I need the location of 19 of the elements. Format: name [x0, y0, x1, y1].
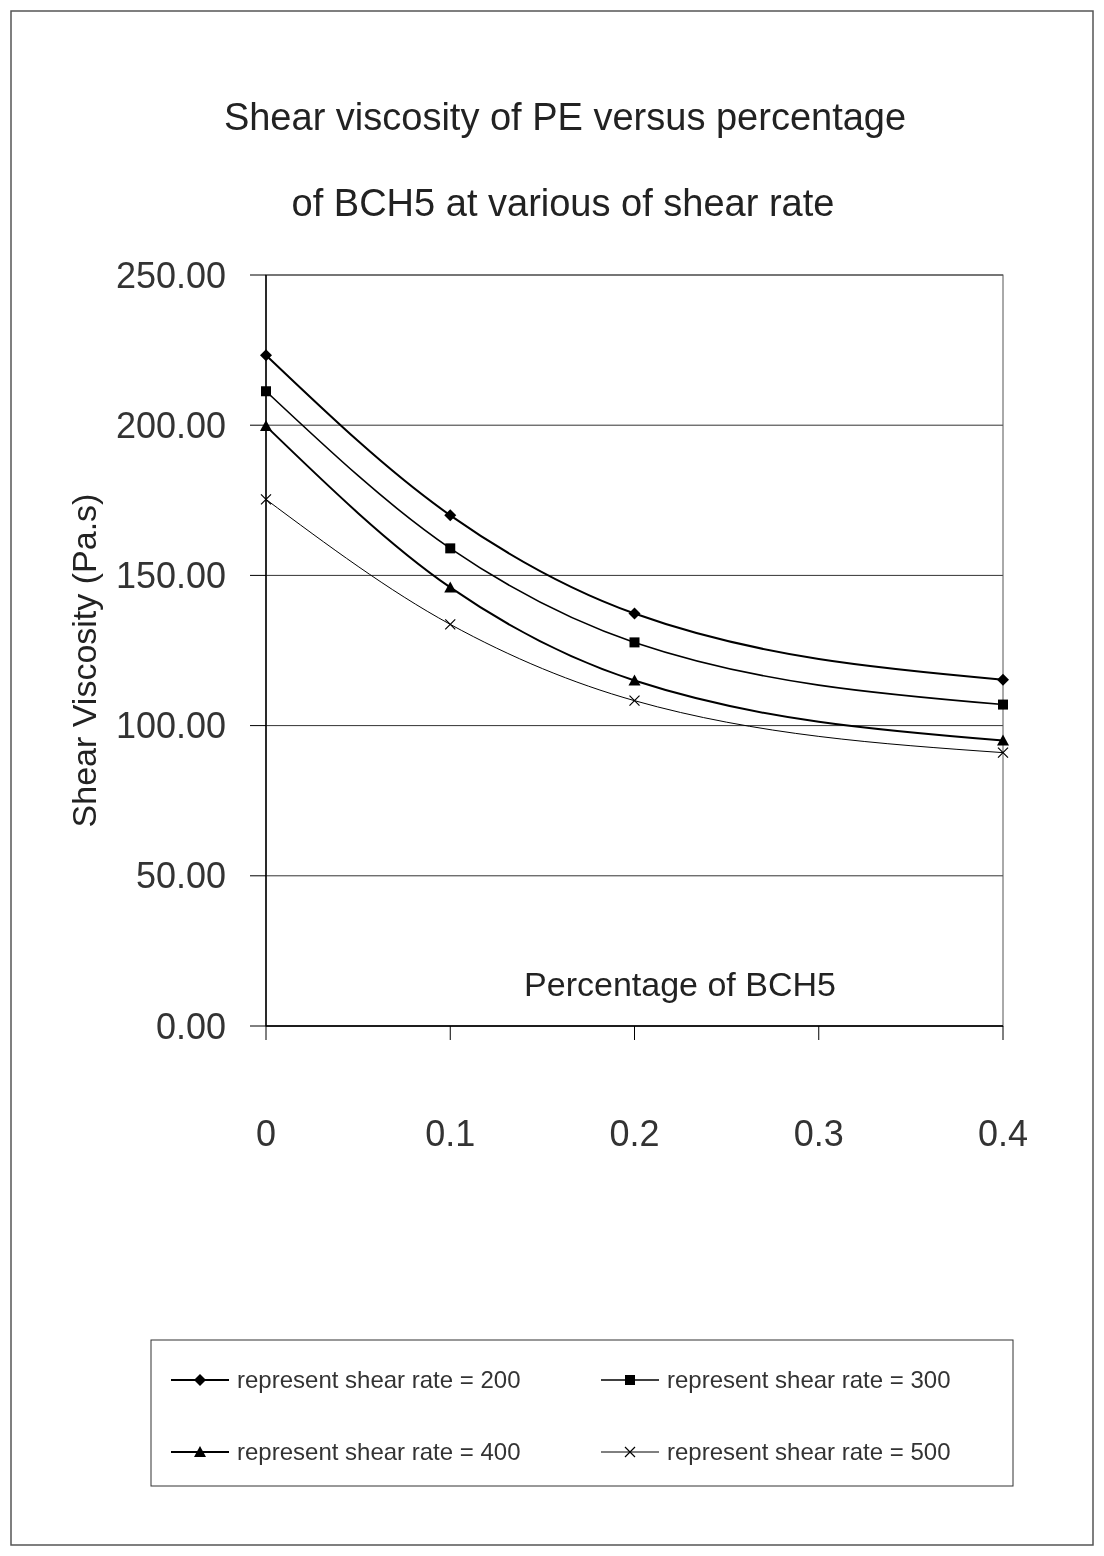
x-tick-label: 0.2	[609, 1113, 660, 1154]
x-tick-label: 0.3	[793, 1113, 844, 1154]
x-tick-label: 0	[255, 1113, 277, 1154]
y-tick-label: 100.00	[115, 705, 226, 747]
y-tick-label: 250.00	[115, 254, 226, 296]
y-tick-label: 200.00	[115, 404, 226, 446]
legend-label: represent shear rate = 200	[237, 1366, 521, 1394]
y-tick-label: 0.00	[155, 1005, 226, 1047]
y-tick-label: 50.00	[135, 855, 226, 897]
y-tick-label: 150.00	[115, 555, 226, 596]
legend-label: represent shear rate = 400	[237, 1438, 521, 1466]
x-tick-label: 0.1	[425, 1113, 476, 1154]
chart-title: Shear viscosity of PE versus percentage	[223, 96, 907, 138]
legend-label: represent shear rate = 300	[667, 1366, 951, 1394]
x-axis-title: Percentage of BCH5	[524, 965, 836, 1003]
legend-label: represent shear rate = 500	[667, 1438, 951, 1466]
y-axis-title: Shear Viscosity (Pa.s)	[65, 493, 103, 828]
x-tick-label: 0.4	[977, 1113, 1029, 1154]
chart-subtitle: of BCH5 at various of shear rate	[291, 182, 835, 224]
